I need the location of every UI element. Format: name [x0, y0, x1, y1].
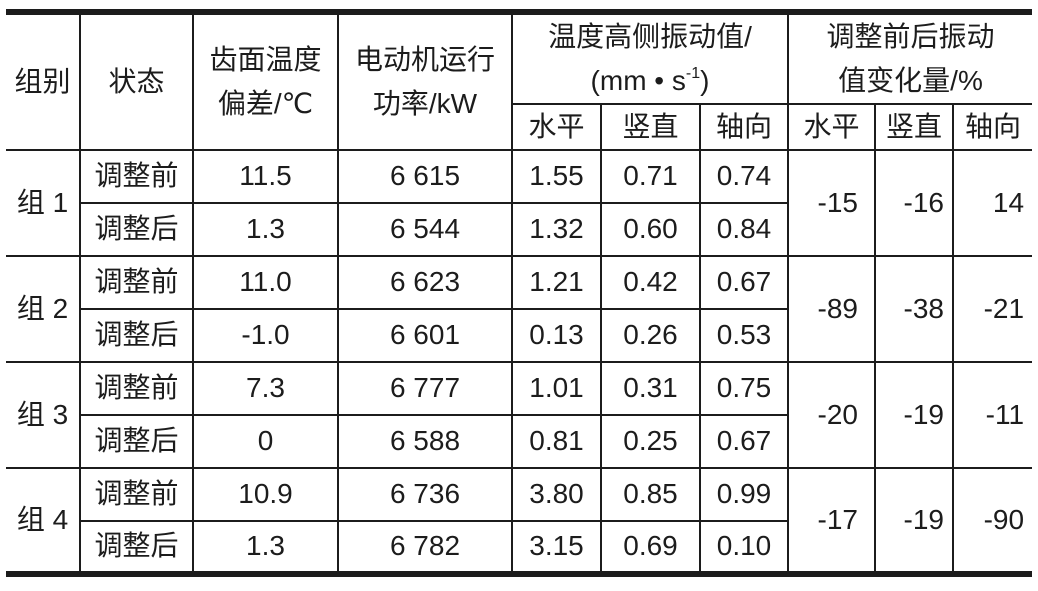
- subheader-vib-axial: 轴向: [699, 103, 789, 151]
- change-v-cell: -38: [874, 255, 954, 363]
- header-power-line2: 功率/kW: [372, 88, 478, 119]
- power-cell: 6 601: [337, 308, 513, 363]
- table-row: 调整后 1.3 6 782 3.15 0.69 0.10: [6, 520, 1032, 575]
- subheader-chg-horizontal: 水平: [787, 103, 876, 151]
- vib-v-cell: 0.60: [600, 202, 701, 257]
- group-cell: 组 1: [6, 149, 81, 257]
- table-row: 组 2 调整前 11.0 6 623 1.21 0.42 0.67 -89 -3…: [6, 255, 1033, 363]
- header-change-line2: 值变化量/%: [838, 65, 983, 96]
- header-change-group: 调整前后振动 值变化量/%: [786, 11, 1033, 105]
- state-cell: 调整后: [79, 202, 194, 257]
- vib-h-cell: 1.21: [511, 255, 602, 310]
- vibration-unit-sup: -1: [685, 65, 701, 82]
- header-power-line1: 电动机运行: [354, 44, 495, 75]
- change-a-cell: -90: [951, 467, 1033, 575]
- vib-v-cell: 0.42: [600, 255, 701, 310]
- vib-a-cell: 0.67: [699, 414, 789, 469]
- temp-cell: 11.5: [192, 149, 339, 204]
- vib-a-cell: 0.99: [699, 467, 789, 522]
- header-row-main: 组别 状态 齿面温度 偏差/℃ 电动机运行 功率/kW 温度高侧振动值/ (mm…: [6, 11, 1033, 151]
- group-cell: 组 2: [6, 255, 81, 363]
- table-row: 组 4 调整前 10.9 6 736 3.80 0.85 0.99 -17 -1…: [6, 467, 1033, 575]
- temp-cell: 1.3: [192, 520, 339, 575]
- vib-a-cell: 0.10: [699, 520, 789, 575]
- power-cell: 6 623: [337, 255, 513, 310]
- change-a-cell: 14: [951, 149, 1033, 257]
- table-row: 调整后 -1.0 6 601 0.13 0.26 0.53: [6, 308, 1032, 363]
- header-temp: 齿面温度 偏差/℃: [192, 11, 339, 151]
- group-cell: 组 3: [6, 361, 81, 469]
- vib-v-cell: 0.25: [600, 414, 701, 469]
- vib-h-cell: 0.13: [511, 308, 602, 363]
- header-state: 状态: [79, 11, 194, 151]
- temp-cell: 10.9: [192, 467, 339, 522]
- vib-v-cell: 0.71: [600, 149, 701, 204]
- header-vibration-unit: (mm • s-1): [514, 59, 786, 102]
- change-v-cell: -19: [874, 361, 954, 469]
- subheader-chg-vertical: 竖直: [874, 103, 954, 151]
- vibration-data-table: 组别 状态 齿面温度 偏差/℃ 电动机运行 功率/kW 温度高侧振动值/ (mm…: [6, 9, 1033, 577]
- vib-v-cell: 0.26: [600, 308, 701, 363]
- change-v-cell: -16: [874, 149, 954, 257]
- header-vibration-title: 温度高侧振动值/: [548, 21, 752, 52]
- subheader-chg-axial: 轴向: [951, 103, 1033, 151]
- temp-cell: 0: [192, 414, 339, 469]
- header-power: 电动机运行 功率/kW: [337, 11, 513, 151]
- change-h-cell: -17: [787, 467, 876, 575]
- vib-h-cell: 1.32: [511, 202, 602, 257]
- vib-v-cell: 0.31: [600, 361, 701, 416]
- vib-a-cell: 0.75: [699, 361, 789, 416]
- change-h-cell: -89: [787, 255, 876, 363]
- vib-a-cell: 0.67: [699, 255, 789, 310]
- table-row: 组 3 调整前 7.3 6 777 1.01 0.31 0.75 -20 -19…: [6, 361, 1033, 469]
- temp-cell: 1.3: [192, 202, 339, 257]
- vibration-unit-pre: (mm • s: [590, 65, 686, 96]
- state-cell: 调整后: [79, 308, 194, 363]
- table-row: 组 1 调整前 11.5 6 615 1.55 0.71 0.74 -15 -1…: [6, 149, 1033, 257]
- header-temp-line2: 偏差/℃: [217, 88, 314, 119]
- header-change-line1: 调整前后振动: [826, 21, 995, 52]
- subheader-vib-horizontal: 水平: [511, 103, 602, 151]
- vib-v-cell: 0.69: [600, 520, 701, 575]
- table-row: 调整后 0 6 588 0.81 0.25 0.67: [6, 414, 1032, 469]
- power-cell: 6 777: [337, 361, 513, 416]
- change-v-cell: -19: [874, 467, 954, 575]
- header-row-sub: 水平 竖直 轴向 水平 竖直 轴向: [6, 103, 1033, 151]
- vibration-unit-post: ): [700, 65, 710, 96]
- change-a-cell: -11: [951, 361, 1033, 469]
- vib-h-cell: 1.01: [511, 361, 602, 416]
- vib-h-cell: 1.55: [511, 149, 602, 204]
- vib-h-cell: 3.15: [511, 520, 602, 575]
- state-cell: 调整前: [79, 361, 194, 416]
- power-cell: 6 615: [337, 149, 513, 204]
- subheader-vib-vertical: 竖直: [600, 103, 701, 151]
- state-cell: 调整前: [79, 467, 194, 522]
- state-cell: 调整后: [79, 520, 194, 575]
- table-row: 调整后 1.3 6 544 1.32 0.60 0.84: [6, 202, 1032, 257]
- vib-v-cell: 0.85: [600, 467, 701, 522]
- vib-h-cell: 3.80: [511, 467, 602, 522]
- power-cell: 6 736: [337, 467, 513, 522]
- change-h-cell: -20: [787, 361, 876, 469]
- vib-a-cell: 0.74: [699, 149, 789, 204]
- vib-a-cell: 0.53: [699, 308, 789, 363]
- vib-a-cell: 0.84: [699, 202, 789, 257]
- power-cell: 6 588: [337, 414, 513, 469]
- vib-h-cell: 0.81: [511, 414, 602, 469]
- power-cell: 6 544: [337, 202, 513, 257]
- temp-cell: 7.3: [192, 361, 339, 416]
- state-cell: 调整后: [79, 414, 194, 469]
- header-vibration-group: 温度高侧振动值/ (mm • s-1): [511, 11, 789, 105]
- header-temp-line1: 齿面温度: [209, 44, 322, 75]
- state-cell: 调整前: [79, 149, 194, 204]
- temp-cell: 11.0: [192, 255, 339, 310]
- header-group: 组别: [6, 11, 81, 151]
- change-h-cell: -15: [787, 149, 876, 257]
- change-a-cell: -21: [951, 255, 1033, 363]
- state-cell: 调整前: [79, 255, 194, 310]
- group-cell: 组 4: [6, 467, 81, 575]
- temp-cell: -1.0: [192, 308, 339, 363]
- power-cell: 6 782: [337, 520, 513, 575]
